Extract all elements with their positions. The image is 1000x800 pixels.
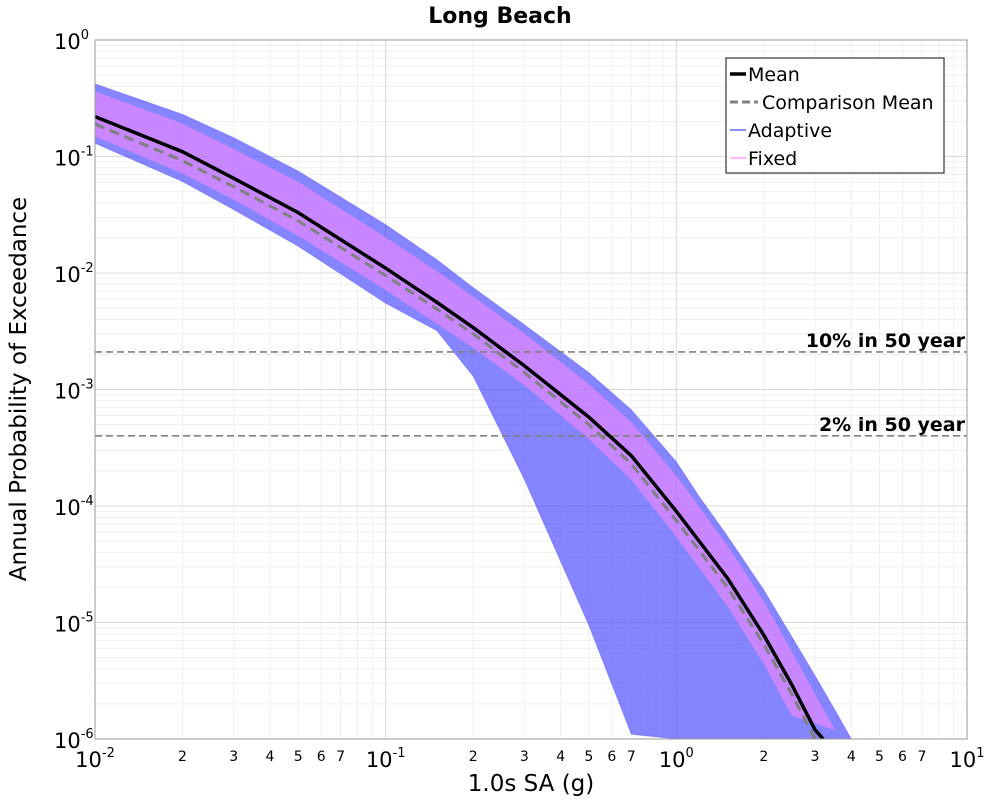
y-tick-label: 10-1 [54,145,94,171]
x-minor-tick-label: 7 [627,749,636,765]
plot-frame [94,39,968,740]
x-minor-tick-label: 3 [229,749,238,765]
y-tick-label: 10-2 [54,261,94,287]
reference-line-label: 2% in 50 year [819,414,966,436]
reference-lines: 10% in 50 year 2% in 50 year [95,330,967,437]
x-minor-tick-label: 4 [556,749,565,765]
series-lines [95,114,825,739]
x-minor-tick-label: 6 [317,749,326,765]
x-minor-tick-label: 5 [294,749,303,765]
legend-entry-label: Fixed [748,148,797,170]
x-minor-tick-label: 3 [811,749,820,765]
y-tick-label: 10-5 [54,611,94,637]
series-line-comparison-mean [95,122,817,739]
legend: Mean Comparison Mean Adaptive Fixed [725,57,945,174]
x-minor-tick-label: 4 [847,749,856,765]
legend-box [725,57,945,174]
x-minor-tick-label: 5 [584,749,593,765]
x-minor-tick-label: 2 [469,749,478,765]
y-axis-label: Annual Probability of Exceedance [6,197,32,581]
x-minor-tick-label: 5 [875,749,884,765]
y-tick-label: 10-3 [54,378,94,404]
x-tick-label: 10-2 [75,746,115,772]
y-tick-label: 100 [54,28,89,54]
x-minor-tick-label: 6 [607,749,616,765]
x-minor-tick-label: 2 [178,749,187,765]
x-minor-tick-label: 6 [898,749,907,765]
band-adaptive [95,83,852,739]
x-axis-label: 1.0s SA (g) [468,771,595,797]
x-minor-tick-label: 7 [336,749,345,765]
legend-entry-label: Mean [748,64,800,86]
x-minor-tick-label: 4 [266,749,275,765]
legend-entry-label: Adaptive [748,120,832,142]
x-tick-label: 10-1 [366,746,406,772]
chart-title: Long Beach [428,4,571,29]
x-tick-label: 101 [949,746,984,772]
y-tick-labels: 100 10-1 10-2 10-3 10-4 10-5 10-6 [54,28,94,753]
series-line-mean [95,114,825,739]
y-tick-label: 10-4 [54,494,94,520]
x-minor-tick-label: 3 [520,749,529,765]
reference-line-label: 10% in 50 year [806,330,966,352]
x-tick-label: 100 [659,746,694,772]
legend-entry-label: Comparison Mean [762,92,934,114]
x-minor-tick-label: 7 [918,749,927,765]
y-tick-label: 10-6 [54,727,94,753]
x-minor-tick-label: 2 [759,749,768,765]
